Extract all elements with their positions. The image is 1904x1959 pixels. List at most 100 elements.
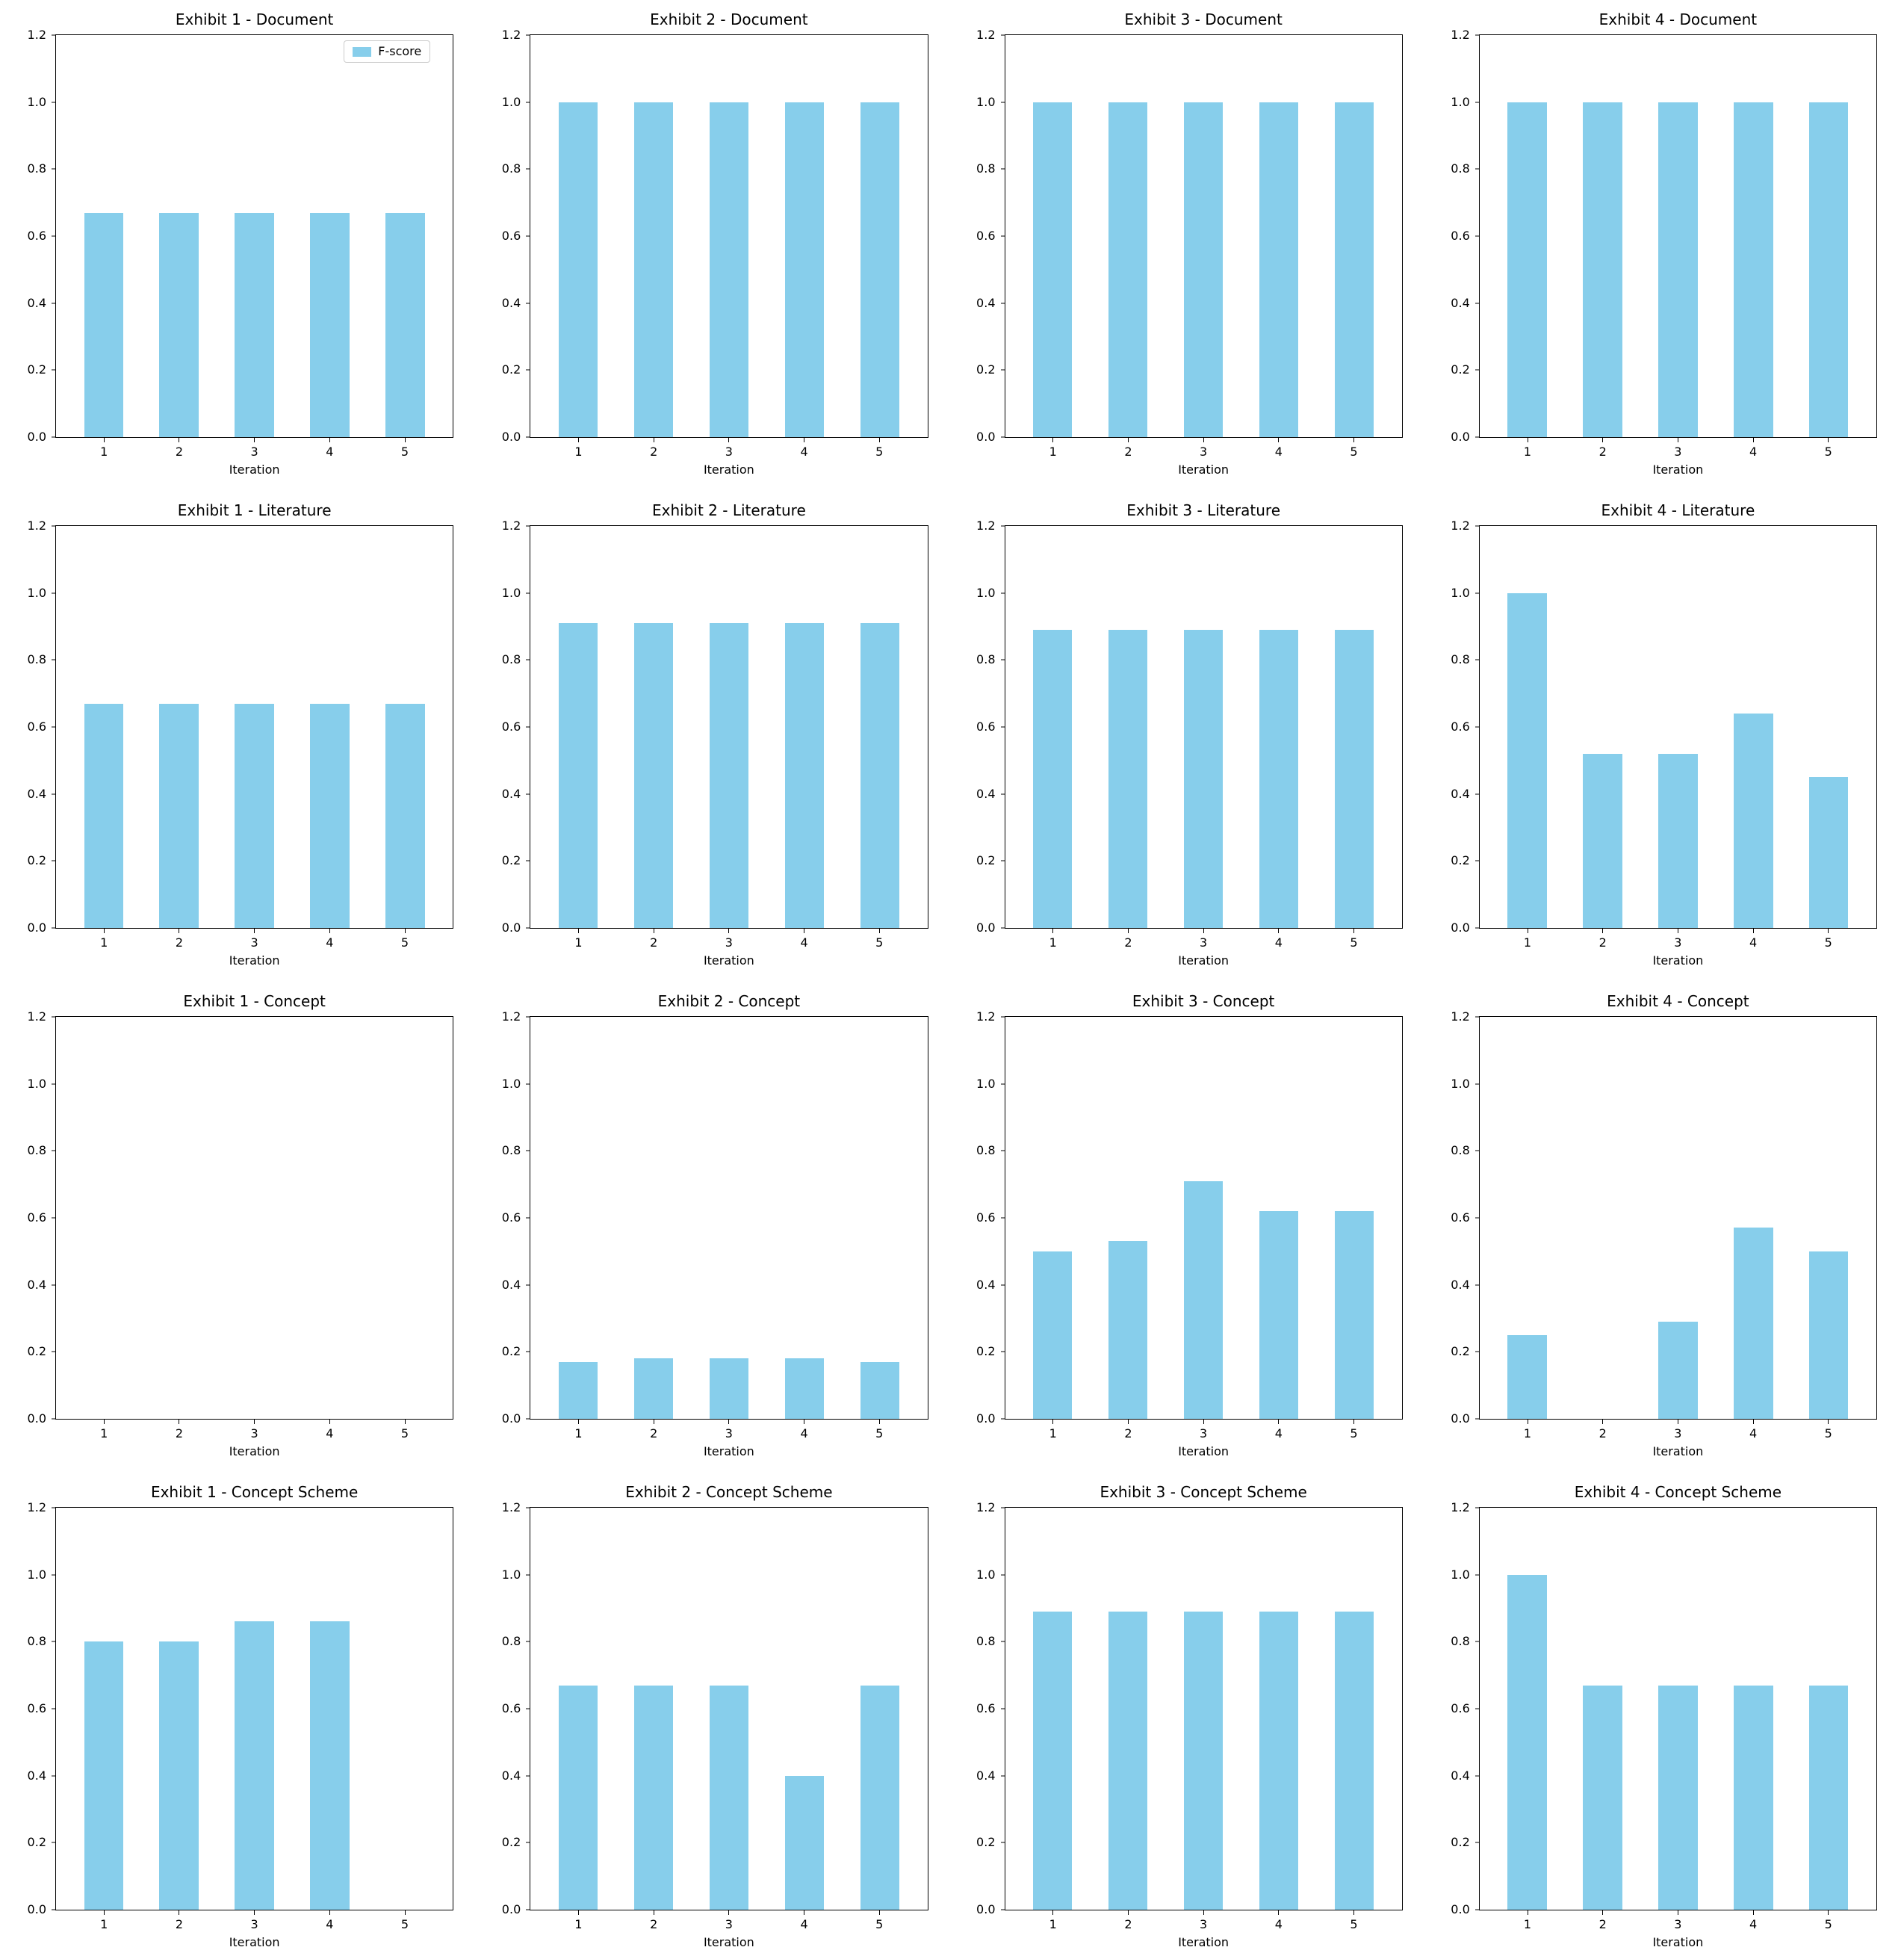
subplot: Exhibit 3 - Document 0.0 0.2 0.4 0.6 0.8 1.0 1…: [961, 10, 1407, 476]
bar: [159, 1641, 199, 1910]
x-tick: 5: [368, 929, 443, 949]
plot-box: 0.0 0.2 0.4 0.6 0.8 1.0 1.2: [1451, 1502, 1877, 1916]
plot-area: 0.0 0.2 0.4 0.6 0.8 1.0 1.2: [502, 520, 928, 934]
x-tick-mark: [103, 1910, 105, 1915]
bar: [1809, 1251, 1849, 1419]
x-axis-ticks: 1 2 3 4 5: [55, 929, 453, 949]
plot-area: 0.0 0.2 0.4 0.6 0.8 1.0 1.2: [1451, 520, 1877, 934]
x-tick: 3: [1166, 1910, 1241, 1931]
x-tick: 1: [1015, 1420, 1091, 1440]
x-tick-label: 4: [326, 935, 334, 950]
y-tick-label: 0.4: [501, 786, 521, 801]
x-tick-mark: [1278, 438, 1280, 442]
y-tick-label: 0.0: [27, 920, 46, 935]
bar: [1259, 1611, 1299, 1910]
y-tick-label: 0.6: [976, 1701, 996, 1715]
x-tick-label: 4: [800, 445, 808, 459]
x-tick-label: 1: [1049, 935, 1057, 950]
x-tick-mark: [1602, 1420, 1604, 1424]
bar: [558, 1361, 598, 1419]
x-axis-label: Iteration: [1178, 1935, 1229, 1949]
bar: [860, 1685, 899, 1910]
x-tick: 2: [1565, 1910, 1640, 1931]
y-tick-label: 0.8: [501, 161, 521, 176]
y-tick-label: 0.0: [27, 1411, 46, 1426]
y-tick-mark: [526, 436, 531, 438]
bar-slot: [66, 35, 141, 437]
y-tick-label: 1.0: [1451, 1076, 1470, 1091]
x-tick-label: 5: [400, 1917, 409, 1931]
y-tick-label: 1.2: [1451, 1500, 1470, 1514]
x-tick-mark: [1752, 1910, 1754, 1915]
x-tick: 3: [217, 929, 292, 949]
bar: [235, 212, 274, 437]
bar: [1734, 714, 1773, 928]
x-axis-label: Iteration: [229, 1444, 280, 1458]
x-axis-ticks: 1 2 3 4 5: [1479, 1910, 1877, 1931]
y-tick-label: 0.6: [976, 229, 996, 243]
x-tick-label: 5: [1350, 1917, 1358, 1931]
y-tick-label: 0.4: [501, 1768, 521, 1783]
y-tick-label: 0.4: [501, 1277, 521, 1292]
y-tick-label: 0.4: [1451, 295, 1470, 310]
x-tick-label: 5: [1350, 935, 1358, 950]
plot-box: 0.0 0.2 0.4 0.6 0.8 1.0 1.2: [502, 1502, 928, 1916]
y-tick-mark: [1000, 1775, 1005, 1777]
plot-box: 0.0 0.2 0.4 0.6 0.8 1.0 1.2: [976, 520, 1403, 934]
bar: [860, 102, 899, 437]
x-tick-label: 1: [1523, 1917, 1532, 1931]
x-tick-label: 5: [875, 1426, 884, 1440]
bar: [1583, 1685, 1622, 1910]
x-axis-ticks: 1 2 3 4 5: [1479, 929, 1877, 949]
y-tick-mark: [1474, 726, 1480, 728]
x-tick: 2: [1091, 1420, 1166, 1440]
x-tick-label: 5: [400, 445, 409, 459]
x-tick-label: 2: [650, 1426, 658, 1440]
x-tick-label: 2: [1598, 445, 1607, 459]
x-tick-mark: [1828, 929, 1829, 933]
x-axis-label: Iteration: [1652, 1444, 1704, 1458]
x-tick-label: 4: [1749, 445, 1758, 459]
bar-slot: [1791, 1017, 1867, 1419]
bar: [235, 703, 274, 928]
bars-container: [530, 35, 927, 437]
y-tick-mark: [526, 1418, 531, 1420]
x-tick-label: 1: [100, 1917, 108, 1931]
x-tick-mark: [578, 438, 580, 442]
subplot: Exhibit 2 - Concept Scheme 0.0 0.2 0.4 0.6 0…: [486, 1483, 932, 1949]
x-tick-label: 2: [175, 1917, 184, 1931]
bar: [1658, 753, 1698, 928]
subplot: Exhibit 4 - Literature 0.0 0.2 0.4 0.6 0.8 1.…: [1436, 501, 1882, 967]
bars-container: [56, 1017, 453, 1419]
x-axis-label: Iteration: [703, 1444, 754, 1458]
y-tick-label: 0.6: [27, 1210, 46, 1225]
y-tick-mark: [52, 1418, 56, 1420]
bar: [784, 623, 825, 928]
x-tick: 4: [1716, 1910, 1791, 1931]
subplot: Exhibit 1 - Literature 0.0 0.2 0.4 0.6 0.8 1.…: [12, 501, 458, 967]
x-tick-mark: [728, 1910, 730, 1915]
bars-container: [530, 1508, 927, 1910]
plot-area: 0.0 0.2 0.4 0.6 0.8 1.0 1.2: [976, 29, 1403, 443]
bar: [1658, 1685, 1698, 1910]
bars-container: [1005, 1508, 1402, 1910]
x-tick-label: 4: [800, 935, 808, 950]
y-tick-mark: [1000, 1842, 1005, 1843]
bar-slot: [1565, 1017, 1640, 1419]
y-tick-mark: [1474, 436, 1480, 438]
plot-area: 0.0 0.2 0.4 0.6 0.8 1.0 1.2: [1451, 1011, 1877, 1425]
x-tick: 4: [766, 1420, 842, 1440]
y-tick-label: 0.2: [501, 362, 521, 377]
plot-box: 0.0 0.2 0.4 0.6 0.8 1.0 1.2 F-score: [28, 29, 454, 443]
bar: [1183, 1180, 1224, 1419]
subplot: Exhibit 1 - Document 0.0 0.2 0.4 0.6 0.8 1.0 1…: [12, 10, 458, 476]
y-tick-label: 0.8: [1451, 1143, 1470, 1158]
y-tick-mark: [1474, 1083, 1480, 1085]
y-tick-label: 1.0: [976, 585, 996, 600]
y-tick-label: 0.6: [501, 1210, 521, 1225]
bar-slot: [66, 1017, 141, 1419]
x-tick: 2: [1565, 929, 1640, 949]
bar: [860, 623, 899, 928]
bar-slot: [615, 35, 691, 437]
x-tick-label: 5: [1350, 1426, 1358, 1440]
